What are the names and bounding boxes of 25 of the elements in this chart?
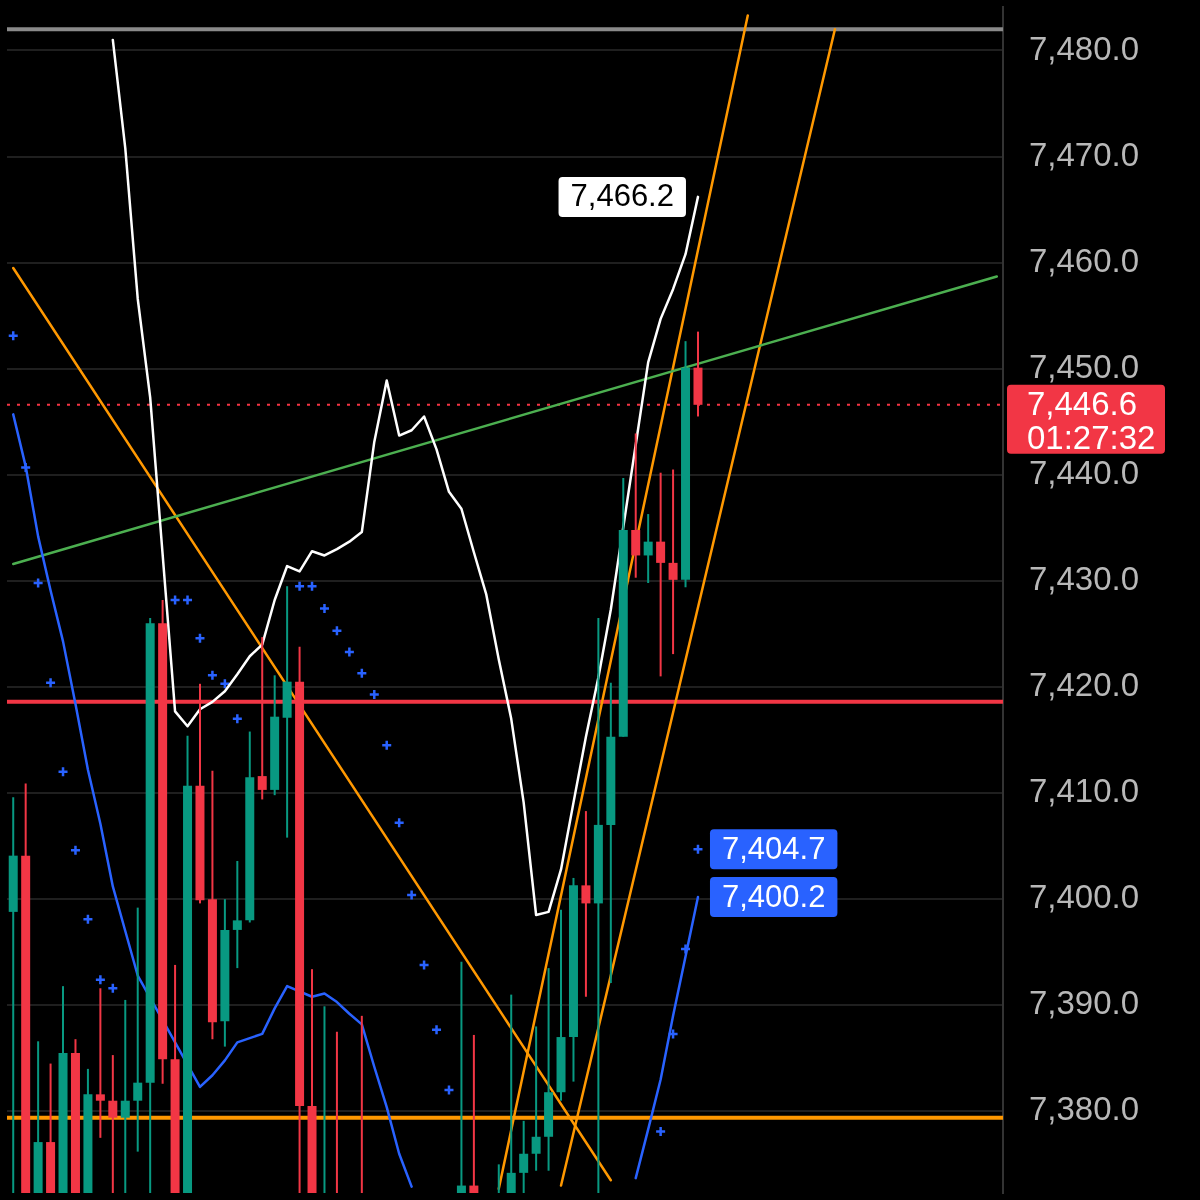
- point: [57, 766, 69, 778]
- candlestick: [581, 811, 591, 997]
- y-tick-label: 7,390.0: [1029, 984, 1140, 1022]
- candlestick: [469, 1034, 479, 1193]
- candlestick: [456, 961, 466, 1193]
- data-label: 7,400.2: [721, 878, 826, 914]
- candlestick: [133, 907, 143, 1152]
- y-tick-label: 7,470.0: [1029, 135, 1140, 173]
- candlestick: [232, 860, 242, 969]
- y-tick-label: 7,380.0: [1029, 1090, 1140, 1128]
- ref-line-label: 7,446.6: [1027, 384, 1138, 422]
- data-label: 7,466.2: [570, 178, 674, 214]
- candlestick: [120, 999, 130, 1193]
- y-tick-label: 7,460.0: [1029, 241, 1140, 279]
- y-tick-label: 7,420.0: [1029, 666, 1140, 704]
- candlestick: [668, 469, 678, 655]
- y-tick-label: 7,400.0: [1029, 878, 1140, 916]
- y-tick-label: 7,450.0: [1029, 347, 1140, 385]
- y-tick-label: 7,410.0: [1029, 772, 1140, 810]
- y-tick-label: 7,430.0: [1029, 560, 1140, 597]
- data-label: 7,404.7: [721, 830, 826, 866]
- y-tick-label: 7,440.0: [1029, 453, 1140, 491]
- candlestick: [506, 994, 516, 1193]
- y-tick-label: 7,480.0: [1029, 29, 1140, 67]
- candlestick: [95, 988, 105, 1138]
